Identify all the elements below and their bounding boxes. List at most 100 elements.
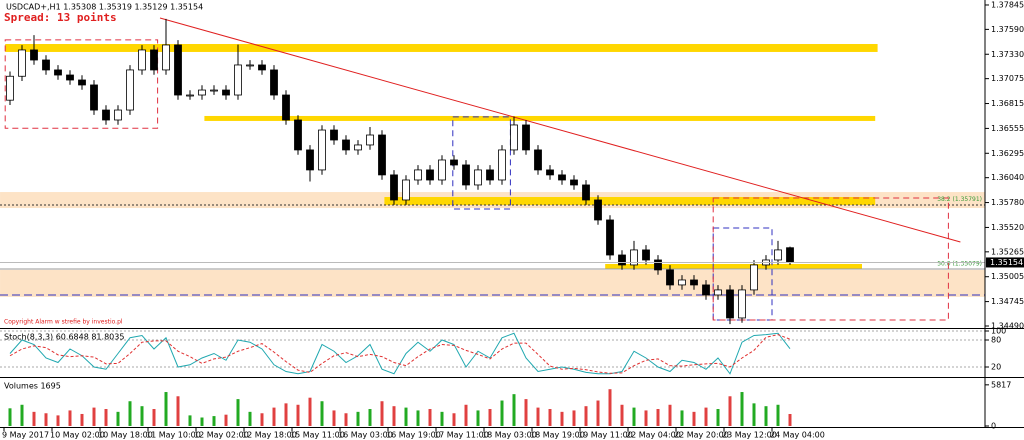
y-tick-label: 1.36040 xyxy=(991,173,1024,182)
volume-bar xyxy=(248,411,252,426)
volume-bar xyxy=(632,407,636,426)
volume-bar xyxy=(176,396,180,426)
volume-bar xyxy=(452,413,456,426)
y-tick-label: 1.37330 xyxy=(991,50,1024,59)
x-tick-label: 18 May 03:00 xyxy=(482,431,537,440)
volume-title: Volumes 1695 xyxy=(4,382,61,391)
candle-body xyxy=(774,249,782,261)
volume-bar xyxy=(692,411,696,426)
y-tick-label: 1.37590 xyxy=(991,25,1024,34)
x-tick-label: 16 May 03:00 xyxy=(338,431,393,440)
volume-bar xyxy=(680,410,684,426)
candle-body xyxy=(426,169,434,181)
chart-title: USDCAD+,H1 1.35308 1.35319 1.35129 1.351… xyxy=(6,3,203,12)
volume-bar xyxy=(356,411,360,426)
candle-body xyxy=(750,264,758,291)
x-tick-label: 16 May 19:00 xyxy=(386,431,441,440)
candle-body xyxy=(354,144,362,151)
zone xyxy=(384,197,876,205)
volume-bar xyxy=(164,392,168,426)
candle-body xyxy=(486,169,494,181)
volume-bar xyxy=(296,404,300,426)
price-tag xyxy=(986,257,1024,268)
candle-body xyxy=(306,149,314,171)
candle-body xyxy=(702,284,710,296)
candle-body xyxy=(342,139,350,151)
x-tick-label: 11 May 10:00 xyxy=(146,431,201,440)
candle-body xyxy=(618,254,626,266)
volume-bar xyxy=(524,399,528,426)
y-tick-label: 1.34745 xyxy=(991,297,1024,306)
x-tick-label: 22 May 20:00 xyxy=(674,431,729,440)
volume-bar xyxy=(236,399,240,426)
spread-label: Spread: 13 points xyxy=(4,11,117,24)
y-tick-label: 1.34490 xyxy=(991,321,1024,330)
trend-line xyxy=(159,17,961,243)
zone xyxy=(605,263,862,269)
candle-body xyxy=(522,124,530,151)
candle-body xyxy=(42,59,50,71)
candle-body xyxy=(114,109,122,121)
x-tick-label: 19 May 11:00 xyxy=(578,431,633,440)
volume-bar xyxy=(368,409,372,426)
candle-body xyxy=(714,289,722,296)
volume-bar xyxy=(596,400,600,426)
x-tick-label: 10 May 18:00 xyxy=(98,431,153,440)
volume-bar xyxy=(644,410,648,426)
candle-body xyxy=(438,159,446,181)
volume-bar xyxy=(500,400,504,426)
volume-bar xyxy=(572,410,576,426)
volume-bar xyxy=(392,406,396,426)
candle-body xyxy=(402,179,410,201)
volume-bar xyxy=(116,411,120,426)
stoch-line xyxy=(9,334,791,374)
volume-bar xyxy=(8,408,12,426)
volume-bar xyxy=(32,411,36,426)
candle-body xyxy=(462,164,470,186)
candle-body xyxy=(294,119,302,151)
candle-body xyxy=(186,94,194,97)
volume-bar xyxy=(80,413,84,426)
candle-body xyxy=(78,79,86,86)
volume-bar xyxy=(272,407,276,426)
x-tick-label: 18 May 19:00 xyxy=(530,431,585,440)
candle-body xyxy=(390,174,398,201)
y-tick-label: 1.35265 xyxy=(991,247,1024,256)
candle-body xyxy=(414,169,422,181)
candle-body xyxy=(150,49,158,71)
stoch-title: Stoch(8,3,3) 60.6848 81.8035 xyxy=(4,333,124,342)
volume-bar xyxy=(716,409,720,426)
zone xyxy=(204,115,876,121)
y-tick-label: 1.35005 xyxy=(991,272,1024,281)
x-tick-label: 22 May 04:00 xyxy=(626,431,681,440)
y-tick-label: 0 xyxy=(991,422,996,431)
candle-body xyxy=(126,69,134,111)
candle-body xyxy=(54,69,62,76)
y-tick-label: 5817 xyxy=(991,380,1011,389)
y-tick-label: 20 xyxy=(991,363,1001,372)
volume-bar xyxy=(464,404,468,426)
volume-bar xyxy=(20,404,24,426)
zone xyxy=(0,269,986,297)
plot: 38.2 (1.35791) 50.0 (1.35079) xyxy=(0,17,986,426)
candle-body xyxy=(6,75,14,101)
candle-body xyxy=(630,249,638,266)
volume-bar xyxy=(212,416,216,426)
volume-bar xyxy=(260,413,264,426)
volume-bar xyxy=(416,410,420,426)
volume-bar xyxy=(68,410,72,426)
volume-bar xyxy=(284,403,288,426)
volume-bar xyxy=(404,407,408,426)
candle-body xyxy=(654,259,662,271)
volume-bar xyxy=(380,401,384,426)
volume-bar xyxy=(224,414,228,426)
candle-body xyxy=(690,279,698,286)
candle-body xyxy=(510,124,518,151)
candle-body xyxy=(30,49,38,61)
y-tick-label: 100 xyxy=(991,327,1006,336)
candle-body xyxy=(318,129,326,171)
x-tick-label: 15 May 11:00 xyxy=(290,431,345,440)
price-tag-label: 1.35154 xyxy=(990,258,1023,267)
candle-body xyxy=(582,184,590,201)
x-tick-label: 17 May 11:00 xyxy=(434,431,489,440)
